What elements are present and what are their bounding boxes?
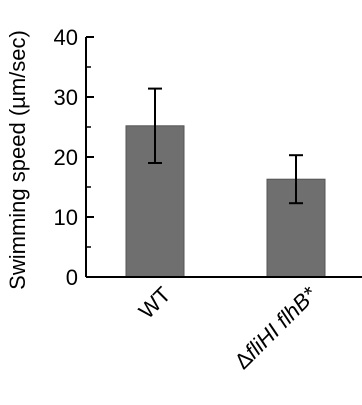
x-tick-label-0: WT — [134, 282, 176, 324]
y-tick-label: 10 — [54, 205, 78, 230]
error-bars-layer — [148, 87, 303, 205]
y-ticks-layer: 0 10 20 30 40 — [54, 25, 94, 290]
error-bar-0 — [148, 87, 162, 164]
y-tick-label: 30 — [54, 85, 78, 110]
x-tick-labels-layer: WT ΔfliHI flhB* — [134, 281, 323, 374]
y-tick-label: 0 — [66, 265, 78, 290]
error-bar-1 — [289, 154, 303, 205]
y-tick-label: 40 — [54, 25, 78, 50]
y-tick-label: 20 — [54, 145, 78, 170]
y-axis-title: Swimming speed (µm/sec) — [5, 30, 30, 290]
x-tick-label-1: ΔfliHI flhB* — [229, 281, 322, 374]
